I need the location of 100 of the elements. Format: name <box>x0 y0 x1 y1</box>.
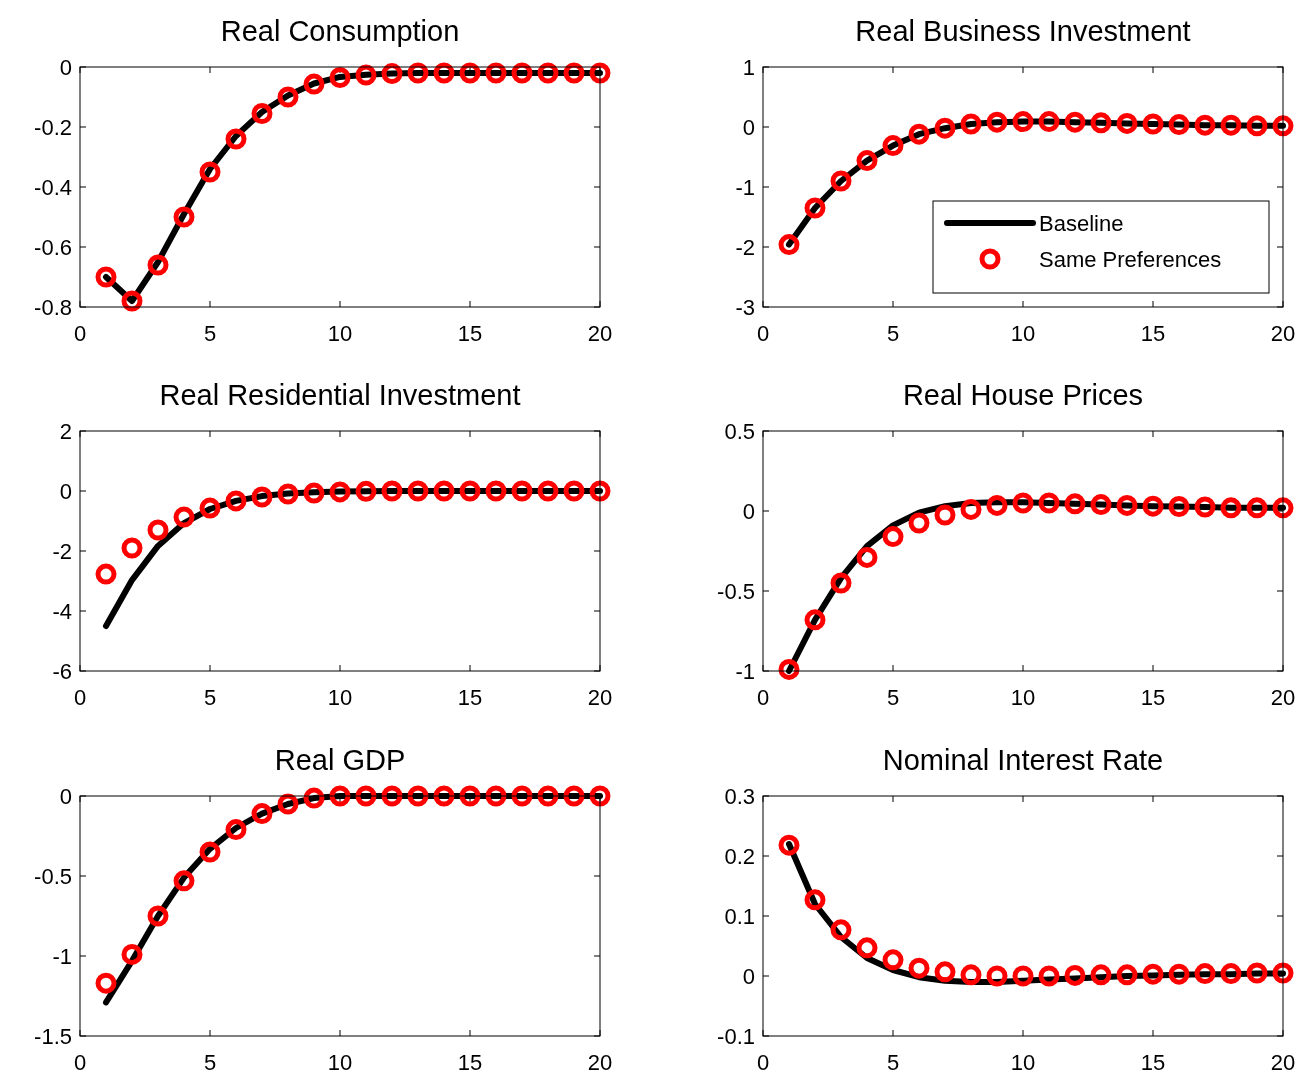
point <box>1064 493 1086 515</box>
y-tick-label: -0.5 <box>717 578 755 604</box>
x-tick-label: 15 <box>457 1050 483 1070</box>
point <box>147 519 169 541</box>
point <box>1246 497 1268 519</box>
x-tick-label: 5 <box>203 321 217 346</box>
y-tick-label: -0.4 <box>34 174 72 200</box>
point <box>329 785 351 807</box>
point <box>804 197 826 219</box>
x-tick-label: 20 <box>1270 321 1296 346</box>
y-tick-label: -6 <box>52 658 72 684</box>
point <box>804 889 826 911</box>
chart-title: Real House Prices <box>902 379 1144 411</box>
y-tick-label: -2 <box>735 234 755 260</box>
point <box>511 480 533 502</box>
point <box>908 957 930 979</box>
point <box>251 803 273 825</box>
point <box>778 658 800 680</box>
x-tick-label: 15 <box>1140 321 1166 346</box>
point <box>433 62 455 84</box>
point <box>589 62 611 84</box>
point <box>882 949 904 971</box>
y-tick-label: 0.3 <box>724 783 755 809</box>
point <box>908 512 930 534</box>
point <box>1194 114 1216 136</box>
point <box>407 785 429 807</box>
point <box>1220 963 1242 985</box>
point <box>1064 964 1086 986</box>
point <box>121 290 143 312</box>
y-tick-label: -0.1 <box>717 1023 755 1049</box>
x-tick-label: 5 <box>886 685 900 710</box>
x-tick-label: 0 <box>756 1050 770 1070</box>
point <box>830 572 852 594</box>
point <box>830 170 852 192</box>
point <box>173 870 195 892</box>
y-tick-label: 0 <box>742 114 755 140</box>
point <box>1272 497 1294 519</box>
y-tick-label: -2 <box>52 538 72 564</box>
point <box>934 961 956 983</box>
x-tick-label: 15 <box>1140 685 1166 710</box>
y-tick-label: 0.2 <box>724 843 755 869</box>
point <box>934 117 956 139</box>
point <box>199 497 221 519</box>
point <box>355 64 377 86</box>
chart-title: Real Residential Investment <box>159 379 521 411</box>
point <box>589 480 611 502</box>
y-tick-label: -1.5 <box>34 1023 72 1049</box>
point <box>329 481 351 503</box>
point <box>1220 497 1242 519</box>
x-tick-label: 5 <box>886 321 900 346</box>
x-tick-label: 10 <box>327 685 353 710</box>
x-tick-label: 20 <box>587 1050 613 1070</box>
point <box>960 113 982 135</box>
x-tick-label: 10 <box>1010 1050 1036 1070</box>
chart-title: Nominal Interest Rate <box>882 744 1164 776</box>
point <box>173 206 195 228</box>
point <box>934 504 956 526</box>
x-tick-label: 15 <box>457 685 483 710</box>
point <box>225 128 247 150</box>
point <box>251 486 273 508</box>
point <box>459 480 481 502</box>
point <box>1038 492 1060 514</box>
point <box>882 135 904 157</box>
x-tick-label: 10 <box>327 1050 353 1070</box>
point <box>303 73 325 95</box>
y-tick-label: -1 <box>52 943 72 969</box>
y-tick-label: -3 <box>735 294 755 320</box>
point <box>537 785 559 807</box>
point <box>381 63 403 85</box>
point <box>960 964 982 986</box>
x-tick-label: 15 <box>1140 1050 1166 1070</box>
y-tick-label: 0 <box>59 783 72 809</box>
point <box>856 546 878 568</box>
point <box>986 111 1008 133</box>
point <box>277 793 299 815</box>
point <box>563 785 585 807</box>
point <box>1220 114 1242 136</box>
x-tick-label: 5 <box>886 1050 900 1070</box>
point <box>1038 111 1060 133</box>
point <box>1116 964 1138 986</box>
y-tick-label: -0.8 <box>34 294 72 320</box>
point <box>778 834 800 856</box>
point <box>563 62 585 84</box>
y-tick-label: -1 <box>735 174 755 200</box>
point <box>1246 115 1268 137</box>
point <box>459 62 481 84</box>
point <box>407 62 429 84</box>
point <box>225 490 247 512</box>
y-tick-label: 2 <box>59 418 72 444</box>
point <box>1142 495 1164 517</box>
x-tick-label: 15 <box>457 321 483 346</box>
y-tick-label: -4 <box>52 598 72 624</box>
point <box>199 841 221 863</box>
point <box>1194 963 1216 985</box>
point <box>199 161 221 183</box>
legend-label: Same Preferences <box>1039 246 1222 272</box>
point <box>1038 965 1060 987</box>
x-tick-label: 5 <box>203 685 217 710</box>
point <box>407 480 429 502</box>
point <box>1090 964 1112 986</box>
